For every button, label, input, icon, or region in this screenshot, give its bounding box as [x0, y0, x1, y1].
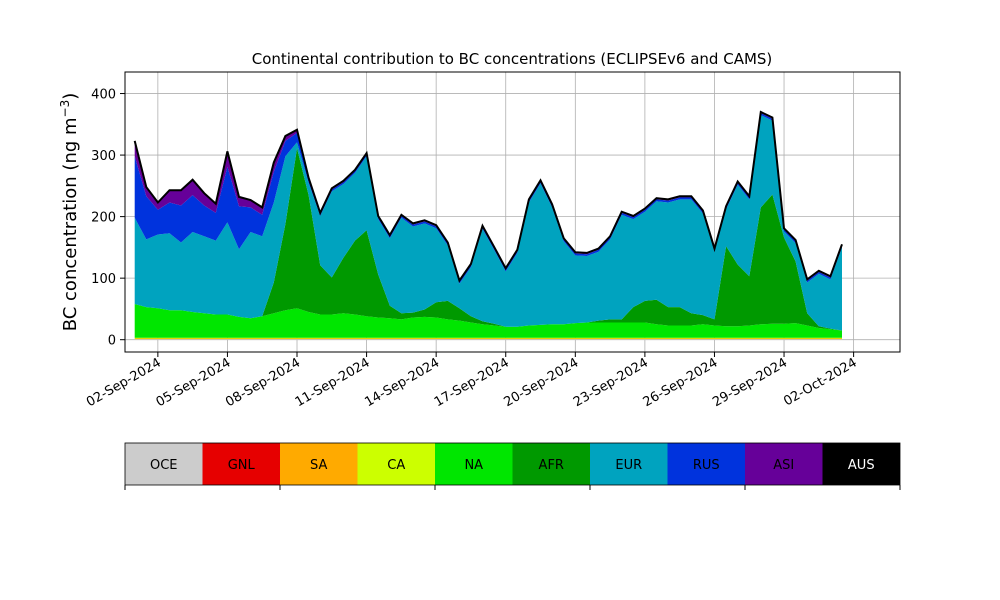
legend-swatch-asi [745, 443, 823, 485]
y-tick-label: 200 [91, 211, 116, 226]
y-axis-label-main: BC concentration (ng m [60, 117, 81, 331]
area-na [134, 304, 842, 338]
x-tick-label: 29-Sep-2024 [710, 355, 790, 410]
legend-swatch-rus [667, 443, 745, 485]
legend-swatch-eur [590, 443, 668, 485]
y-tick-label: 400 [91, 88, 116, 103]
x-tick-label: 17-Sep-2024 [432, 355, 512, 410]
stacked-areas [134, 112, 842, 340]
x-tick-label: 11-Sep-2024 [293, 355, 373, 410]
x-tick-label: 02-Oct-2024 [781, 355, 859, 409]
legend-label-rus: RUS [693, 458, 720, 473]
legend-label-afr: AFR [539, 458, 564, 473]
area-oce [134, 339, 842, 340]
y-axis-label-superscript: −3 [58, 100, 72, 118]
legend-label-sa: SA [310, 458, 327, 473]
total-line [133, 110, 843, 283]
y-tick-label: 100 [91, 272, 116, 287]
chart-title: Continental contribution to BC concentra… [252, 50, 773, 68]
area-eur [134, 115, 842, 331]
x-tick-label: 23-Sep-2024 [571, 355, 651, 410]
legend-label-ca: CA [387, 458, 405, 473]
legend-frame [124, 442, 901, 486]
area-afr [134, 148, 842, 331]
area-ca [134, 337, 842, 339]
area-sa [134, 338, 842, 340]
continent-legend-bar: OCE GNL SA CA NA AFR EUR RUS ASI AUS [124, 442, 901, 490]
legend-swatch-oce [125, 443, 203, 485]
x-tick-label: 14-Sep-2024 [362, 355, 442, 410]
x-tick-label: 08-Sep-2024 [223, 355, 303, 410]
y-axis-label-close: ) [60, 93, 81, 100]
legend-swatch-afr [512, 443, 590, 485]
x-axis-ticks: 02-Sep-202405-Sep-202408-Sep-202411-Sep-… [84, 352, 860, 410]
x-tick-label: 05-Sep-2024 [154, 355, 234, 410]
legend-label-eur: EUR [615, 458, 642, 473]
legend-label-gnl: GNL [228, 458, 256, 473]
legend-swatch-sa [280, 443, 358, 485]
legend-label-na: NA [464, 458, 483, 473]
y-axis-label: BC concentration (ng m−3) [58, 93, 81, 332]
legend-label-oce: OCE [150, 458, 178, 473]
legend-swatch-na [435, 443, 513, 485]
x-tick-label: 20-Sep-2024 [501, 355, 581, 410]
legend-swatch-gnl [202, 443, 280, 485]
y-axis-ticks: 0 100 200 300 400 [91, 88, 125, 349]
legend-label-aus: AUS [848, 458, 875, 473]
x-tick-label: 02-Sep-2024 [84, 355, 164, 410]
y-tick-label: 0 [108, 334, 116, 349]
plot-frame [124, 71, 901, 353]
legend-swatch-aus [822, 443, 900, 485]
y-tick-label: 300 [91, 149, 116, 164]
x-tick-label: 26-Sep-2024 [641, 355, 721, 410]
legend-swatch-ca [357, 443, 435, 485]
legend-label-asi: ASI [773, 458, 794, 473]
